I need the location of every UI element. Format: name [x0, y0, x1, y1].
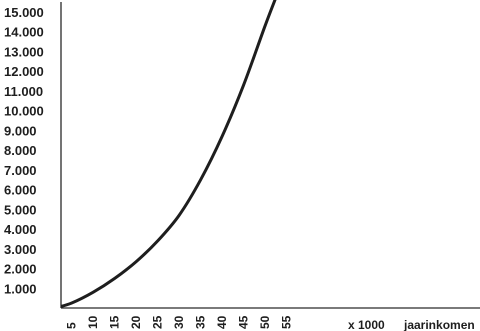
x-tick-label: 55 — [280, 315, 294, 329]
y-tick-label: 10.000 — [4, 104, 44, 119]
x-tick-label: 15 — [108, 315, 122, 329]
x-tick-label: 40 — [215, 315, 229, 329]
x-tick-labels: 5 10 15 20 25 30 35 40 45 50 55 — [65, 315, 294, 329]
x-tick-label: 25 — [151, 315, 165, 329]
y-tick-label: 7.000 — [4, 163, 37, 178]
y-tick-label: 2.000 — [4, 262, 37, 277]
x-tick-label: 5 — [65, 322, 79, 329]
y-tick-label: 3.000 — [4, 242, 37, 257]
y-tick-label: 13.000 — [4, 44, 44, 59]
series-line — [61, 0, 277, 308]
y-tick-label: 6.000 — [4, 183, 37, 198]
y-tick-label: 4.000 — [4, 222, 37, 237]
x-tick-label: 45 — [237, 315, 251, 329]
y-tick-label: 15.000 — [4, 5, 44, 20]
y-tick-label: 11.000 — [4, 84, 43, 99]
y-tick-label: 5.000 — [4, 202, 37, 217]
x-tick-label: 30 — [172, 315, 186, 329]
y-tick-label: 12.000 — [4, 64, 44, 79]
x-unit-note: x 1000 — [348, 318, 385, 331]
x-axis-label: jaarinkomen — [403, 318, 475, 331]
x-tick-label: 50 — [258, 315, 272, 329]
x-tick-label: 10 — [86, 315, 100, 329]
y-tick-labels: 1.000 2.000 3.000 4.000 5.000 6.000 7.000 8.000… — [4, 5, 44, 296]
y-tick-label: 8.000 — [4, 143, 37, 158]
y-tick-label: 14.000 — [4, 25, 44, 40]
x-tick-label: 20 — [129, 315, 143, 329]
y-tick-label: 9.000 — [4, 123, 37, 138]
x-tick-label: 35 — [194, 315, 208, 329]
y-tick-label: 1.000 — [4, 281, 37, 296]
